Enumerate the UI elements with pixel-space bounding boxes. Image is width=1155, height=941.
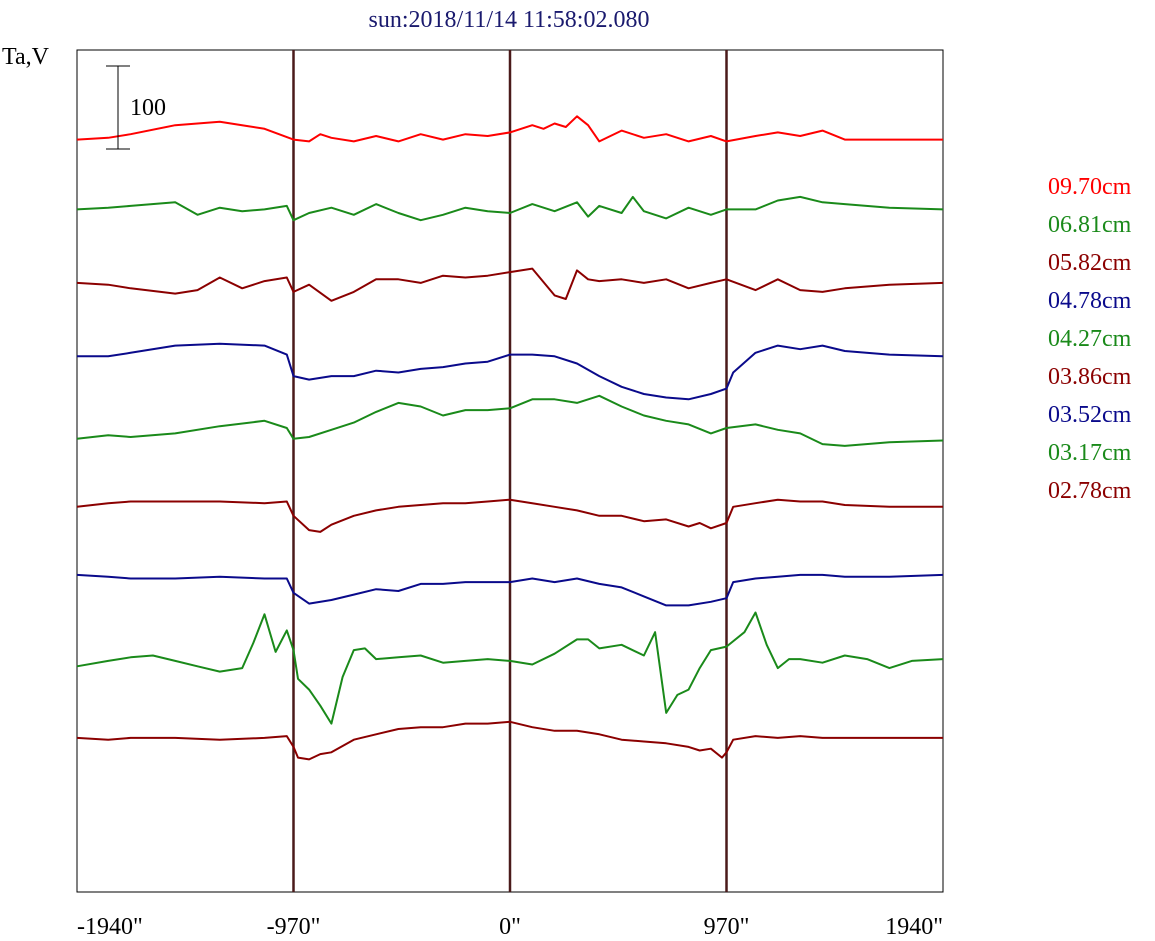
x-tick-label-0: -1940"	[77, 914, 143, 940]
legend-item-03.86cm: 03.86cm	[1048, 364, 1132, 390]
series-line-06.81cm	[76, 195, 944, 222]
series-line-05.82cm	[76, 267, 944, 302]
legend-item-04.27cm: 04.27cm	[1048, 326, 1132, 352]
series-line-09.70cm	[76, 115, 943, 143]
legend-item-05.82cm: 05.82cm	[1048, 250, 1132, 276]
legend: 09.70cm 06.81cm 05.82cm 04.78cm 04.27cm 03.86…	[1048, 174, 1132, 504]
legend-item-02.78cm: 02.78cm	[1048, 478, 1132, 504]
series-line-03.52cm	[76, 573, 944, 607]
legend-item-09.70cm: 09.70cm	[1048, 174, 1132, 200]
x-tick-labels: -1940" -970" 0" 970" 1940"	[77, 914, 943, 940]
scale-bar-label: 100	[130, 95, 166, 121]
x-tick-label-4: 1940"	[885, 914, 943, 940]
legend-item-03.52cm: 03.52cm	[1048, 402, 1132, 428]
series-line-04.27cm	[76, 394, 944, 447]
vertical-marker-lines	[292, 50, 728, 892]
legend-item-04.78cm: 04.78cm	[1048, 288, 1132, 314]
x-tick-label-3: 970"	[704, 914, 750, 940]
y-axis-label: Ta,V	[2, 44, 50, 70]
x-tick-label-1: -970"	[267, 914, 321, 940]
legend-item-06.81cm: 06.81cm	[1048, 212, 1132, 238]
series-line-03.17cm	[76, 611, 944, 725]
chart-title: sun:2018/11/14 11:58:02.080	[369, 7, 650, 33]
series-line-03.86cm	[76, 498, 943, 533]
x-tick-label-2: 0"	[499, 914, 521, 940]
series-group	[76, 115, 944, 761]
scale-bar: 100	[106, 65, 166, 150]
series-line-04.78cm	[77, 342, 944, 401]
legend-item-03.17cm: 03.17cm	[1048, 440, 1132, 466]
series-line-02.78cm	[76, 720, 943, 761]
